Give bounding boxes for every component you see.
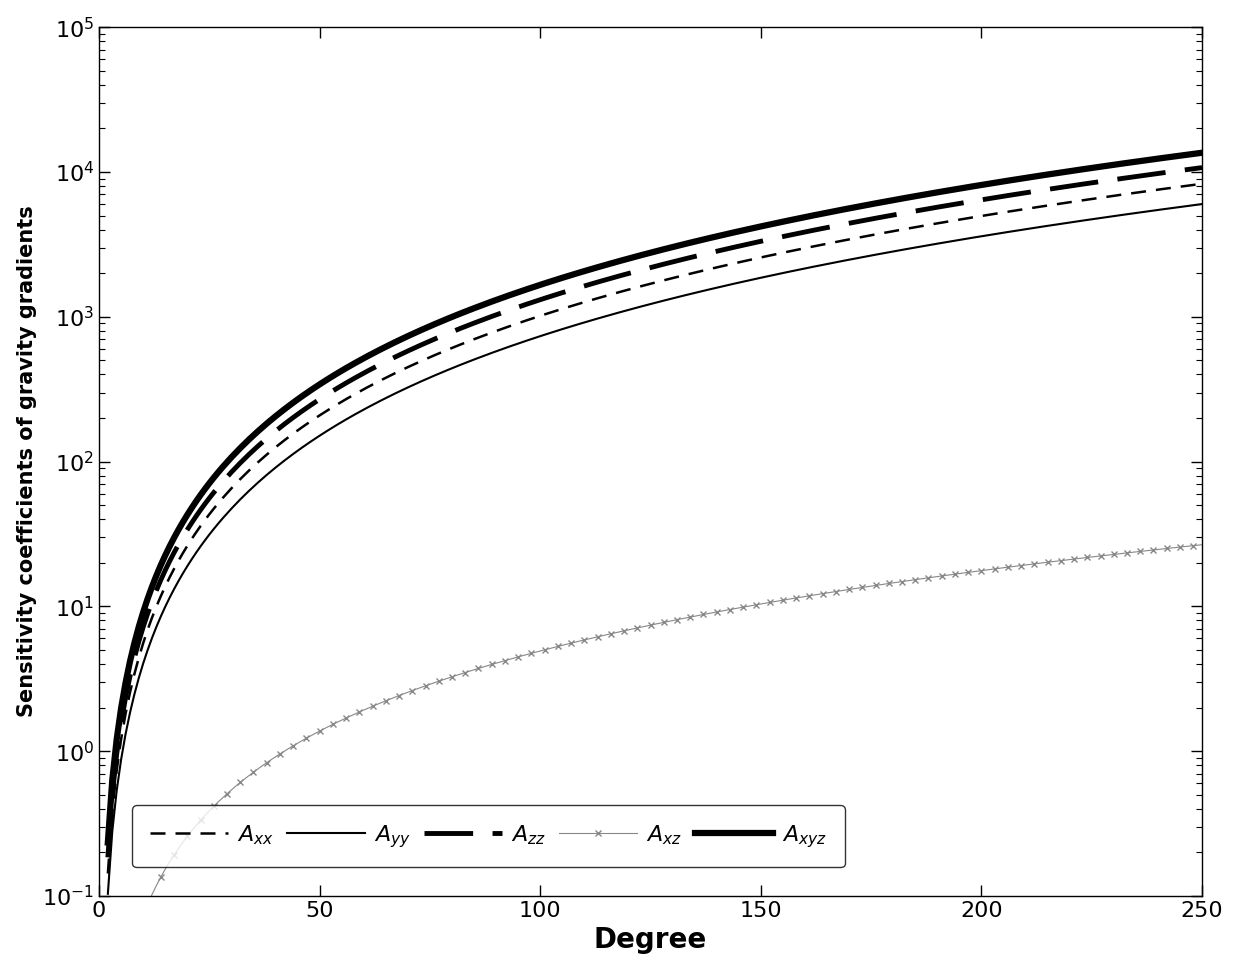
$A_{yy}$ <box>100 887 115 899</box>
$A_{zz}$ <box>1194 162 1209 174</box>
Y-axis label: Sensitivity coefficients of gravity gradients: Sensitivity coefficients of gravity grad… <box>16 206 37 718</box>
$A_{zz}$ <box>100 852 115 863</box>
$A_{zz}$ <box>1071 179 1086 190</box>
$A_{yy}$ <box>763 270 777 282</box>
$A_{yy}$ <box>418 374 433 385</box>
$A_{xx}$ <box>418 353 433 365</box>
$A_{xz}$ <box>784 593 799 605</box>
$A_{xx}$ <box>409 357 424 369</box>
$A_{xx}$ <box>1194 178 1209 189</box>
$A_{xz}$ <box>775 594 790 606</box>
$A_{xyz}$ <box>763 218 777 230</box>
$A_{zz}$ <box>418 337 433 349</box>
Legend: $A_{xx}$, $A_{yy}$, $A_{zz}$, $A_{xz}$, $A_{xyz}$: $A_{xx}$, $A_{yy}$, $A_{zz}$, $A_{xz}$, … <box>133 805 844 867</box>
$A_{xyz}$ <box>775 216 790 227</box>
$A_{xx}$ <box>1071 195 1086 207</box>
$A_{yy}$ <box>775 267 790 279</box>
X-axis label: Degree: Degree <box>594 926 707 954</box>
Line: $A_{xz}$: $A_{xz}$ <box>105 542 1205 971</box>
$A_{xx}$ <box>763 250 777 261</box>
$A_{xx}$ <box>784 245 799 256</box>
$A_{xx}$ <box>100 868 115 880</box>
$A_{zz}$ <box>784 229 799 241</box>
Line: $A_{yy}$: $A_{yy}$ <box>108 204 1202 893</box>
$A_{yy}$ <box>409 378 424 389</box>
$A_{xz}$ <box>763 596 777 608</box>
$A_{xz}$ <box>1194 539 1209 551</box>
Line: $A_{xyz}$: $A_{xyz}$ <box>108 152 1202 843</box>
$A_{zz}$ <box>775 231 790 243</box>
$A_{xz}$ <box>418 680 433 691</box>
$A_{yy}$ <box>784 265 799 277</box>
Line: $A_{xx}$: $A_{xx}$ <box>108 184 1202 874</box>
$A_{zz}$ <box>409 341 424 352</box>
$A_{xyz}$ <box>418 322 433 334</box>
$A_{xyz}$ <box>1194 147 1209 158</box>
$A_{zz}$ <box>763 234 777 246</box>
$A_{yy}$ <box>1194 198 1209 210</box>
$A_{yy}$ <box>1071 216 1086 227</box>
Line: $A_{zz}$: $A_{zz}$ <box>108 168 1202 857</box>
$A_{xyz}$ <box>784 214 799 225</box>
$A_{xyz}$ <box>409 326 424 338</box>
$A_{xx}$ <box>775 247 790 258</box>
$A_{xyz}$ <box>100 837 115 849</box>
$A_{xz}$ <box>409 684 424 695</box>
$A_{xz}$ <box>1071 552 1086 564</box>
$A_{xyz}$ <box>1071 164 1086 176</box>
